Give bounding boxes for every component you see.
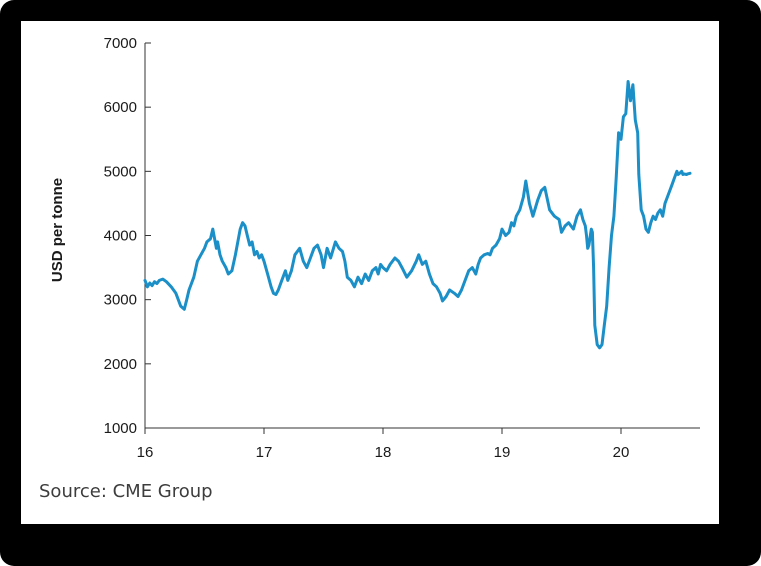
y-axis-label: USD per tonne [49, 178, 66, 282]
x-tick-label: 18 [375, 444, 392, 461]
x-tick-label: 19 [494, 444, 511, 461]
y-tick-label: 5000 [104, 163, 137, 180]
x-tick-label: 16 [137, 444, 154, 461]
y-tick-label: 6000 [104, 99, 137, 116]
x-ticks: 16 17 18 19 20 [137, 428, 630, 461]
y-tick-label: 3000 [104, 292, 137, 309]
y-tick-label: 4000 [104, 228, 137, 245]
x-axis: 16 17 18 19 20 [137, 427, 700, 461]
source-note: Source: CME Group [39, 481, 213, 502]
x-tick-label: 17 [256, 444, 273, 461]
y-tick-label: 2000 [104, 356, 137, 373]
chart-panel [21, 21, 719, 524]
x-tick-label: 20 [613, 444, 630, 461]
price-series-line [143, 80, 692, 350]
y-tick-label: 1000 [104, 420, 137, 437]
y-ticks: 1000 2000 3000 4000 5000 6000 7000 [104, 35, 151, 437]
y-axis: 1000 2000 3000 4000 5000 6000 7000 [104, 35, 151, 437]
y-tick-label: 7000 [104, 35, 137, 52]
